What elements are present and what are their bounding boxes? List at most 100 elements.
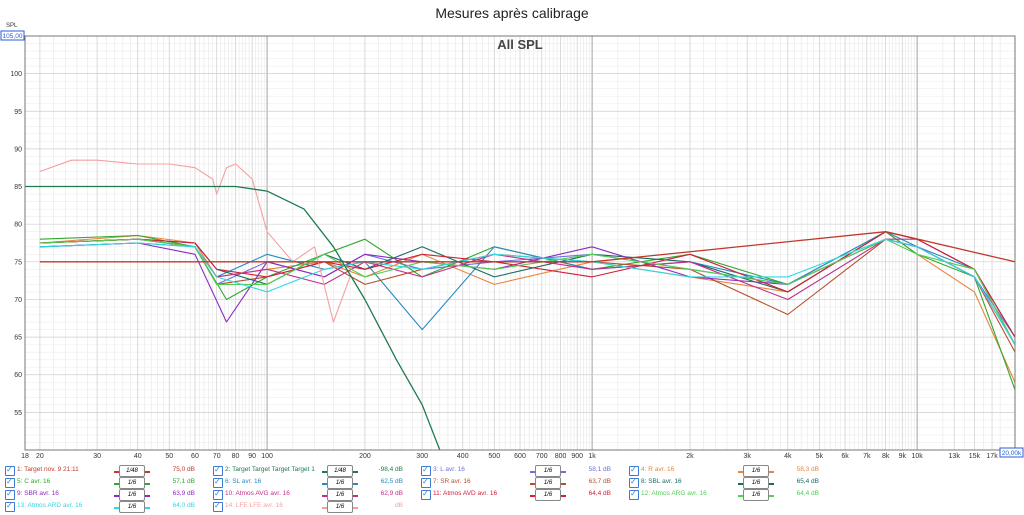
series-line-14[interactable] <box>39 159 351 323</box>
smoothing-selector[interactable]: 1/6 <box>530 477 566 489</box>
legend-checkbox[interactable] <box>213 489 223 500</box>
series-line-12[interactable] <box>39 238 1016 345</box>
legend-item: 1: Target nov. 9 21:11 1/48 75,0 dB <box>5 465 210 477</box>
x-tick-label: 400 <box>457 453 469 460</box>
x-max-readout[interactable]: 20,00k <box>1002 450 1022 457</box>
legend-label: 3: L avr. 16 <box>433 466 465 473</box>
x-tick-label: 6k <box>841 453 849 460</box>
smoothing-selector[interactable]: 1/6 <box>530 489 566 501</box>
smoothing-selector[interactable]: 1/6 <box>322 489 358 501</box>
legend-label: 5: C avr. 16 <box>17 478 51 485</box>
legend-row: 1: Target nov. 9 21:11 1/48 75,0 dB 2: Targ… <box>0 465 1024 477</box>
legend-item: 10: Atmos AVG avr. 16 1/6 62,9 dB <box>213 489 418 501</box>
smoothing-selector[interactable]: 1/6 <box>114 501 150 513</box>
y-axis-label: SPL <box>6 23 18 29</box>
x-tick-label: 80 <box>232 453 240 460</box>
x-tick-label: 5k <box>816 453 824 460</box>
series-line-2[interactable] <box>25 185 441 451</box>
legend-item: 7: SR avr. 16 1/6 63,7 dB <box>421 477 626 489</box>
series-line-1[interactable] <box>39 231 1016 263</box>
legend-label: 14: LFE LFE avr. 16 <box>225 502 283 509</box>
smoothing-selector[interactable]: 1/6 <box>114 477 150 489</box>
y-tick-label: 90 <box>14 146 22 153</box>
x-tick-label: 800 <box>555 453 567 460</box>
x-tick-label: 13k <box>949 453 961 460</box>
series-line-7[interactable] <box>39 238 1016 353</box>
legend-value: 65,4 dB <box>796 478 819 485</box>
x-tick-label: 100 <box>261 453 273 460</box>
smoothing-selector[interactable]: 1/48 <box>114 465 150 477</box>
legend-checkbox[interactable] <box>5 501 15 512</box>
smoothing-selector[interactable]: 1/6 <box>738 477 774 489</box>
legend-item: 3: L avr. 16 1/6 58,1 dB <box>421 465 626 477</box>
smoothing-selector[interactable]: 1/6 <box>530 465 566 477</box>
legend-value: 57,1 dB <box>172 478 195 485</box>
legend-item: 2: Target Target Target Target 1 1/48 -98,… <box>213 465 418 477</box>
legend-checkbox[interactable] <box>213 465 223 476</box>
legend-item: 5: C avr. 16 1/6 57,1 dB <box>5 477 210 489</box>
legend-value: 63,7 dB <box>588 478 611 485</box>
legend-checkbox[interactable] <box>629 489 639 500</box>
legend-value: 64,4 dB <box>588 490 611 497</box>
legend-checkbox[interactable] <box>421 489 431 500</box>
series-layer <box>25 159 1016 451</box>
legend-checkbox[interactable] <box>5 489 15 500</box>
x-tick-label: 50 <box>165 453 173 460</box>
legend-checkbox[interactable] <box>421 477 431 488</box>
series-line-5[interactable] <box>39 231 1016 390</box>
legend-checkbox[interactable] <box>213 477 223 488</box>
legend-label: 9: SBR avr. 16 <box>17 490 59 497</box>
smoothing-selector[interactable]: 1/6 <box>322 477 358 489</box>
legend-item: 14: LFE LFE avr. 16 1/6 dB <box>213 501 418 513</box>
legend-item: 11: Atmos AVD avr. 16 1/6 64,4 dB <box>421 489 626 501</box>
series-line-6[interactable] <box>39 231 1016 345</box>
y-tick-label: 100 <box>10 71 22 78</box>
y-tick-label: 70 <box>14 297 22 304</box>
x-tick-label: 20 <box>36 453 44 460</box>
legend-item: 6: SL avr. 16 1/6 62,5 dB <box>213 477 418 489</box>
y-tick-label: 55 <box>14 410 22 417</box>
legend-value: -98,4 dB <box>378 466 403 473</box>
smoothing-selector[interactable]: 1/6 <box>738 489 774 501</box>
y-tick-label: 80 <box>14 222 22 229</box>
y-tick-label: 75 <box>14 259 22 266</box>
x-max-readout-box[interactable] <box>999 447 1024 458</box>
legend-row: 9: SBR avr. 16 1/6 63,9 dB 10: Atmos AVG av… <box>0 489 1024 501</box>
x-tick-label: 2k <box>686 453 694 460</box>
x-tick-label: 7k <box>863 453 871 460</box>
legend-checkbox[interactable] <box>213 501 223 512</box>
legend-label: 7: SR avr. 16 <box>433 478 471 485</box>
legend-checkbox[interactable] <box>629 465 639 476</box>
x-tick-label: 4k <box>784 453 792 460</box>
legend-checkbox[interactable] <box>421 465 431 476</box>
x-tick-labels: 18 20 30 40 50 60 70 80 90 100 200 300 400 500 600 700 8… <box>21 453 998 460</box>
x-tick-label: 9k <box>899 453 907 460</box>
smoothing-selector[interactable]: 1/6 <box>322 501 358 513</box>
legend-checkbox[interactable] <box>5 477 15 488</box>
smoothing-selector[interactable]: 1/48 <box>322 465 358 477</box>
legend-value: 62,9 dB <box>380 490 403 497</box>
chart-title: Mesures après calibrage <box>435 5 589 21</box>
x-tick-label: 700 <box>536 453 548 460</box>
smoothing-selector[interactable]: 1/6 <box>114 489 150 501</box>
legend-value: 58,1 dB <box>588 466 611 473</box>
x-tick-label: 40 <box>134 453 142 460</box>
chart-plot[interactable]: All SPL 100 95 90 85 80 75 70 65 60 55 18 20 30 40 50… <box>0 0 1024 460</box>
legend-checkbox[interactable] <box>5 465 15 476</box>
smoothing-selector[interactable]: 1/6 <box>738 465 774 477</box>
y-max-readout[interactable]: 105,00 <box>3 33 23 40</box>
x-tick-label: 8k <box>882 453 890 460</box>
x-tick-label: 300 <box>416 453 428 460</box>
legend-value: 75,0 dB <box>172 466 195 473</box>
x-tick-label: 10k <box>912 453 924 460</box>
x-tick-label: 900 <box>571 453 583 460</box>
x-tick-label: 1k <box>588 453 596 460</box>
legend-item: 13: Atmos ARD avr. 16 1/6 64,0 dB <box>5 501 210 513</box>
legend-item: 9: SBR avr. 16 1/6 63,9 dB <box>5 489 210 501</box>
legend-row: 13: Atmos ARD avr. 16 1/6 64,0 dB 14: LFE L… <box>0 501 1024 513</box>
y-tick-label: 65 <box>14 335 22 342</box>
legend-label: 2: Target Target Target Target 1 <box>225 466 315 473</box>
y-max-readout-box[interactable] <box>0 30 25 41</box>
legend-checkbox[interactable] <box>629 477 639 488</box>
x-tick-label: 600 <box>514 453 526 460</box>
